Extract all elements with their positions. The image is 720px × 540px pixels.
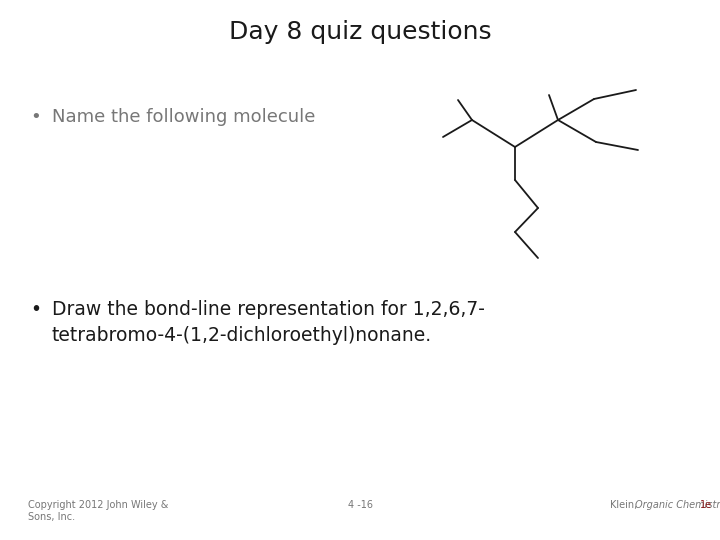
Text: Copyright 2012 John Wiley &
Sons, Inc.: Copyright 2012 John Wiley & Sons, Inc. — [28, 500, 168, 522]
Text: •: • — [30, 300, 41, 319]
Text: Day 8 quiz questions: Day 8 quiz questions — [229, 20, 491, 44]
Text: 4 -16: 4 -16 — [348, 500, 372, 510]
Text: Klein,: Klein, — [610, 500, 640, 510]
Text: 1e: 1e — [700, 500, 712, 510]
Text: Draw the bond-line representation for 1,2,6,7-
tetrabromo-4-(1,2-dichloroethyl)n: Draw the bond-line representation for 1,… — [52, 300, 485, 345]
Text: •: • — [30, 108, 41, 126]
Text: Organic Chemistry: Organic Chemistry — [635, 500, 720, 510]
Text: Name the following molecule: Name the following molecule — [52, 108, 315, 126]
